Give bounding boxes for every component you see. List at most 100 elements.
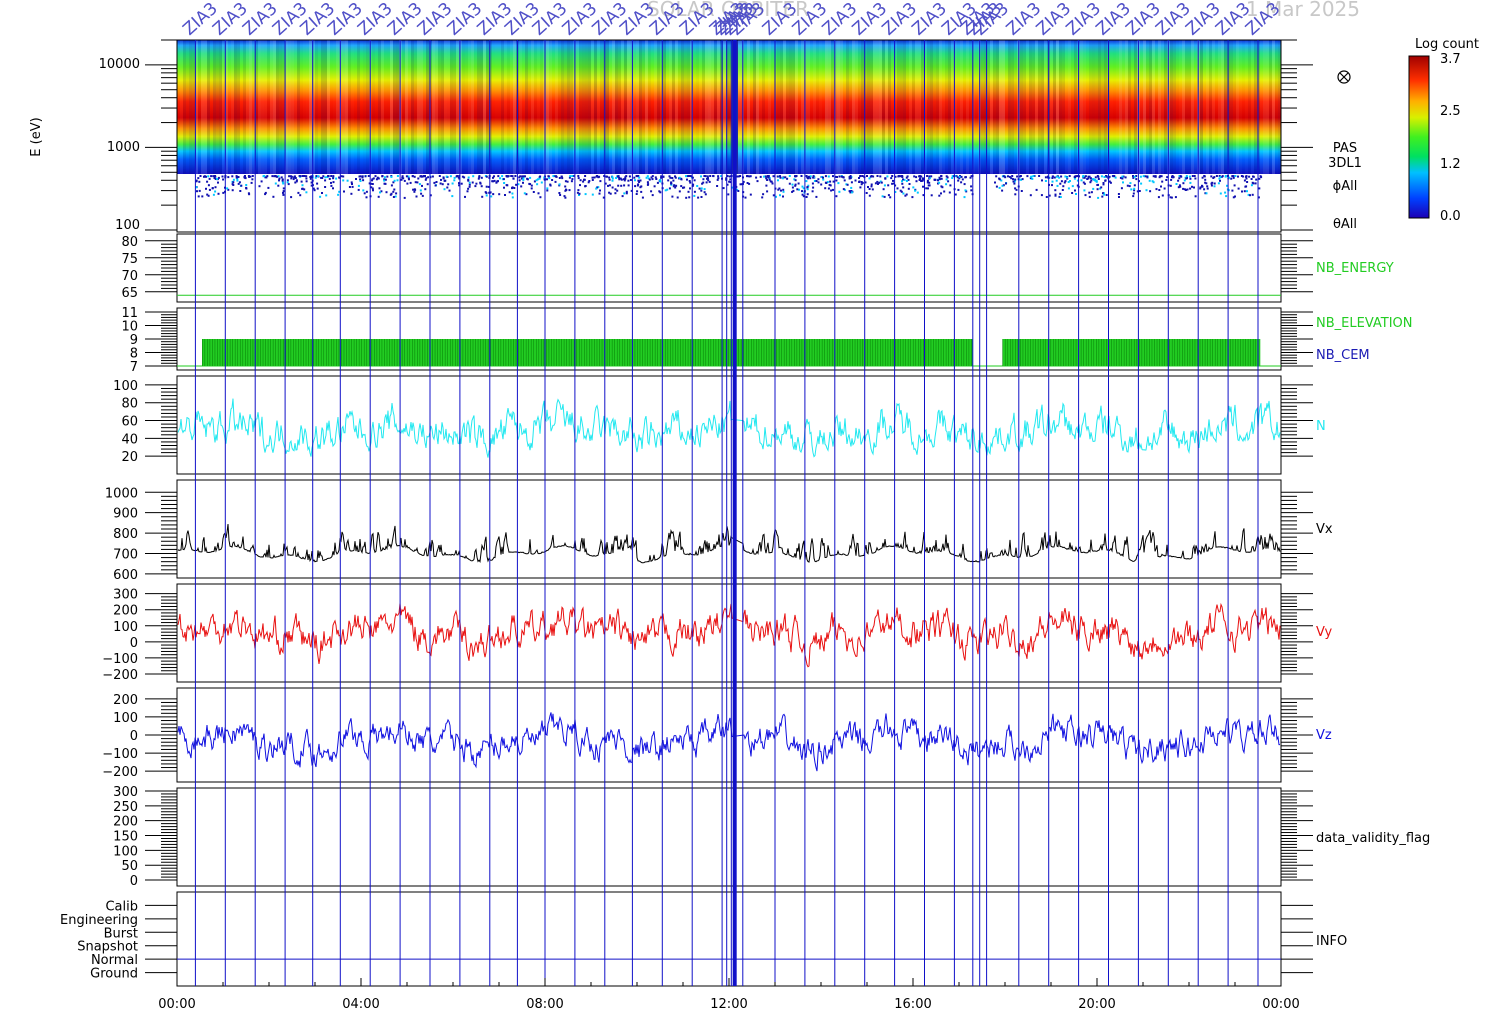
speckle-dot xyxy=(514,175,517,177)
speckle-dot xyxy=(908,183,911,185)
speckle-dot xyxy=(607,184,609,187)
spectrogram-column xyxy=(363,40,366,174)
speckle-dot xyxy=(295,179,298,182)
speckle-dot xyxy=(1092,178,1094,181)
speckle-dot xyxy=(1021,178,1024,181)
spectrogram-column xyxy=(402,40,405,174)
speckle-dot xyxy=(722,187,725,190)
speckle-dot xyxy=(608,178,611,181)
speckle-dot xyxy=(596,186,599,189)
spectrogram-column xyxy=(1008,40,1011,174)
spectrogram-column xyxy=(1026,40,1029,174)
spectrogram-column xyxy=(465,40,468,174)
speckle-dot xyxy=(921,179,924,182)
speckle-dot xyxy=(611,175,614,178)
speckle-dot xyxy=(883,184,886,187)
speckle-dot xyxy=(478,175,481,178)
nb-elevation-block xyxy=(202,339,973,366)
y-tick-label: 0 xyxy=(130,874,138,889)
nb-cem-label: NB_CEM xyxy=(1316,348,1370,363)
speckle-dot xyxy=(893,182,895,185)
speckle-dot xyxy=(964,176,967,179)
speckle-dot xyxy=(497,175,500,178)
speckle-dot xyxy=(706,177,708,180)
speckle-dot xyxy=(346,179,349,182)
speckle-dot xyxy=(511,192,514,195)
spectrogram-column xyxy=(1098,40,1101,174)
spectrogram-column xyxy=(762,40,765,174)
speckle-dot xyxy=(960,175,963,178)
speckle-dot xyxy=(1174,196,1177,199)
spectrogram-column xyxy=(246,40,249,174)
spectrogram-column xyxy=(480,40,483,174)
speckle-dot xyxy=(357,184,360,187)
speckle-dot xyxy=(912,186,915,189)
spectrogram-column xyxy=(1005,40,1008,174)
speckle-dot xyxy=(227,188,230,191)
speckle-dot xyxy=(812,186,815,189)
speckle-dot xyxy=(1178,177,1181,180)
speckle-dot xyxy=(195,179,198,182)
spectrogram-column xyxy=(798,40,801,174)
speckle-dot xyxy=(280,176,283,179)
colorbar-tick-0-0: 0.0 xyxy=(1440,209,1461,224)
speckle-dot xyxy=(728,175,731,178)
speckle-dot xyxy=(940,175,943,177)
speckle-dot xyxy=(281,181,284,184)
speckle-dot xyxy=(1026,175,1029,178)
spectrogram-column xyxy=(333,40,336,174)
speckle-dot xyxy=(282,182,285,185)
speckle-dot xyxy=(1152,175,1155,178)
speckle-dot xyxy=(945,178,948,181)
speckle-dot xyxy=(1218,177,1221,180)
plot-date: 1 Mar 2025 xyxy=(1246,0,1360,21)
spectrogram-column xyxy=(624,40,627,174)
speckle-dot xyxy=(350,181,353,184)
speckle-dot xyxy=(802,195,805,198)
speckle-dot xyxy=(928,175,931,178)
speckle-dot xyxy=(467,176,470,179)
speckle-dot xyxy=(1217,182,1220,185)
speckle-dot xyxy=(744,196,747,199)
speckle-dot xyxy=(207,184,210,187)
speckle-dot xyxy=(871,188,874,191)
speckle-dot xyxy=(791,183,794,186)
speckle-dot xyxy=(969,176,972,179)
speckle-dot xyxy=(239,190,242,192)
speckle-dot xyxy=(748,182,751,185)
speckle-dot xyxy=(964,189,967,192)
speckle-dot xyxy=(868,194,871,197)
speckle-dot xyxy=(1230,177,1233,180)
speckle-dot xyxy=(588,180,591,182)
speckle-dot xyxy=(415,195,418,198)
y-tick-label: 80 xyxy=(121,397,138,412)
speckle-dot xyxy=(434,184,437,187)
spectrogram-column xyxy=(786,40,789,174)
speckle-dot xyxy=(458,184,461,187)
speckle-dot xyxy=(407,175,410,178)
speckle-dot xyxy=(578,194,580,196)
speckle-dot xyxy=(824,187,827,190)
speckle-dot xyxy=(736,175,739,178)
speckle-dot xyxy=(958,177,961,180)
speckle-dot xyxy=(650,190,653,193)
speckle-dot xyxy=(526,178,529,181)
speckle-dot xyxy=(554,180,557,183)
speckle-dot xyxy=(820,183,823,186)
spectrogram-column xyxy=(1083,40,1086,174)
speckle-dot xyxy=(858,177,860,179)
spectrogram-column xyxy=(441,40,444,174)
speckle-dot xyxy=(848,177,851,180)
speckle-dot xyxy=(245,187,248,190)
spectrogram-column xyxy=(1278,40,1281,174)
theta-all-label: θAll xyxy=(1333,217,1357,232)
speckle-dot xyxy=(1186,188,1189,191)
spectrogram-column xyxy=(450,40,453,174)
speckle-dot xyxy=(1234,175,1237,177)
speckle-dot xyxy=(271,175,274,178)
speckle-dot xyxy=(236,179,239,182)
spectrogram-column xyxy=(948,40,951,174)
speckle-dot xyxy=(954,193,957,196)
speckle-dot xyxy=(1144,175,1147,178)
